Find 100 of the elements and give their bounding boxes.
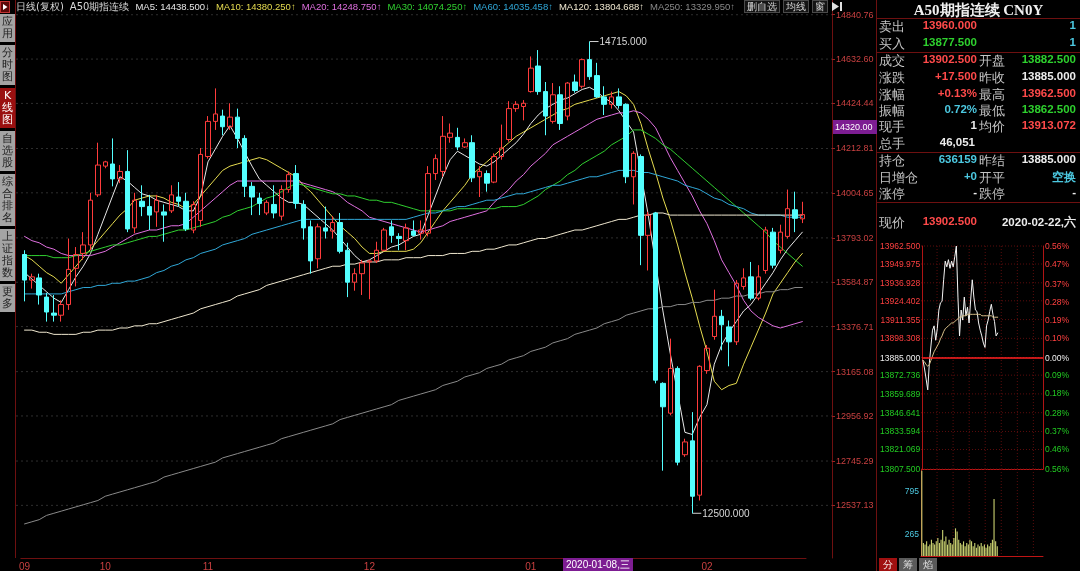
y-tick-label: 13924.402 [879, 295, 921, 306]
text: 2020-01-08,三 [563, 558, 633, 571]
candlestick [154, 194, 159, 228]
text: MA10: 14380.250↑ [215, 1, 296, 12]
y-tick-label: 14212.81 [836, 143, 874, 154]
candlestick [800, 201, 805, 224]
tab-button: 上证指数 [0, 229, 15, 281]
candlestick [396, 232, 402, 251]
candlestick [308, 219, 313, 275]
y2-tick-label: 0.46% [1045, 444, 1070, 455]
text: 振幅 [879, 103, 905, 119]
text: 1 [1069, 36, 1076, 50]
candlestick [51, 294, 57, 323]
y2-tick-label: 0.19% [1045, 314, 1070, 325]
text: 现价 [879, 215, 905, 231]
annotation: 14715.000 [599, 36, 648, 48]
text: 13902.500 [922, 215, 977, 229]
text: 13877.500 [922, 36, 977, 50]
candlestick [66, 238, 71, 311]
candlestick [117, 164, 123, 184]
candlestick [103, 160, 108, 169]
text: 昨结 [979, 153, 1005, 169]
text: 卖出 [879, 19, 905, 35]
candlestick [205, 115, 211, 160]
x-tick-label: 10 [99, 560, 112, 571]
candlestick [756, 264, 761, 301]
candlestick [242, 134, 247, 198]
candlestick [491, 152, 497, 184]
text: 日增仓 [879, 170, 918, 186]
line-series [24, 110, 803, 329]
candlestick [770, 227, 776, 269]
candlestick [88, 192, 93, 251]
y-tick-label: 12956.92 [836, 410, 874, 421]
candlestick [22, 249, 27, 302]
candlestick [741, 267, 746, 291]
candlestick [279, 184, 284, 221]
candlestick [631, 150, 636, 205]
text: 13862.500 [1021, 103, 1076, 117]
candlestick [403, 223, 409, 251]
text: 最高 [979, 87, 1005, 103]
x-tick-label: 02 [701, 560, 713, 571]
y2-tick-label: 0.00% [1045, 352, 1070, 363]
tab-button: 综合排名 [0, 174, 15, 226]
y-tick-label: 795 [904, 486, 920, 497]
candlestick [557, 85, 563, 131]
text: 开盘 [979, 53, 1005, 69]
y-tick-label: 13376.71 [836, 321, 874, 332]
text: 14320.00 [835, 122, 873, 132]
y-tick-label: 12537.13 [836, 500, 874, 511]
candlestick [411, 219, 416, 237]
candlestick [455, 127, 460, 151]
y-tick-label: 13859.689 [879, 388, 921, 399]
candlestick [359, 259, 365, 296]
candlestick [257, 192, 262, 216]
text: 涨幅 [879, 87, 905, 103]
y-tick-label: 13911.355 [880, 314, 921, 325]
candlestick [682, 438, 688, 458]
candlestick [323, 206, 328, 240]
candlestick [433, 153, 438, 181]
text: 13885.000 [1021, 70, 1076, 84]
text: 636159 [938, 153, 977, 167]
header-button: 删自选 [744, 0, 780, 13]
y-tick-label: 12745.29 [836, 456, 874, 467]
text: 2020-02-22,六 [1001, 215, 1076, 230]
candlestick [58, 299, 64, 323]
text: MA5: 14438.500↓ [135, 1, 210, 12]
candlestick [389, 219, 394, 244]
candlestick [528, 55, 534, 94]
candlestick [176, 181, 181, 208]
candlestick [301, 199, 306, 241]
candlestick [587, 41, 592, 81]
y-tick-label: 13962.500 [879, 241, 921, 251]
candlestick [271, 184, 277, 219]
text: 1 [970, 119, 977, 133]
candlestick [198, 147, 203, 228]
candlestick [543, 81, 548, 136]
candlestick [697, 364, 702, 501]
candlestick [712, 289, 717, 341]
text: 13902.500 [922, 53, 977, 67]
candlestick [36, 273, 42, 306]
line-series [24, 287, 803, 525]
y2-tick-label: 0.56% [1045, 464, 1070, 474]
y-tick-label: 13165.08 [836, 366, 874, 377]
candlestick [763, 226, 768, 275]
text: MA20: 14248.750↑ [301, 1, 382, 12]
y2-tick-label: 0.47% [1045, 258, 1070, 269]
text: 买入 [879, 36, 905, 52]
candlestick [381, 227, 387, 252]
candlestick [572, 74, 578, 94]
candlestick [249, 181, 255, 216]
line-series [24, 129, 803, 267]
y-tick-label: 13807.500 [879, 464, 921, 474]
y-tick-label: 14840.76 [836, 9, 874, 20]
text: - [973, 186, 977, 200]
candlestick [792, 191, 798, 233]
candlestick [675, 365, 680, 466]
candlestick [80, 231, 86, 261]
y-tick-label: 14004.65 [836, 187, 874, 198]
candlestick [726, 320, 732, 367]
text: 持仓 [879, 153, 905, 169]
